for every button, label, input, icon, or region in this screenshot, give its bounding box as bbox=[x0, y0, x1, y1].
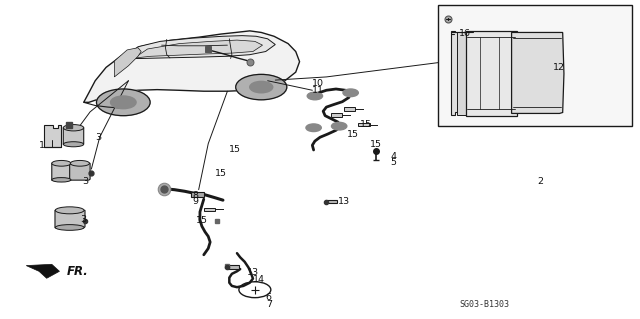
Text: 15: 15 bbox=[370, 140, 382, 149]
Text: 15: 15 bbox=[229, 145, 241, 154]
Bar bbox=[358, 123, 370, 126]
Text: 9: 9 bbox=[192, 197, 198, 206]
Text: 12: 12 bbox=[553, 63, 565, 72]
Circle shape bbox=[307, 92, 323, 100]
Text: 10: 10 bbox=[312, 79, 324, 88]
Ellipse shape bbox=[55, 207, 84, 214]
Polygon shape bbox=[466, 31, 516, 116]
Text: 2: 2 bbox=[537, 177, 543, 186]
Polygon shape bbox=[84, 31, 300, 102]
Bar bbox=[227, 265, 239, 269]
Text: 15: 15 bbox=[360, 120, 372, 129]
Text: 11: 11 bbox=[312, 86, 324, 95]
Polygon shape bbox=[63, 128, 84, 144]
Bar bbox=[344, 107, 355, 111]
Circle shape bbox=[343, 89, 358, 97]
Text: 13: 13 bbox=[338, 197, 350, 206]
Polygon shape bbox=[134, 40, 262, 58]
Text: 13: 13 bbox=[246, 268, 259, 277]
Text: 16: 16 bbox=[460, 29, 471, 38]
Text: 3: 3 bbox=[83, 177, 88, 186]
Bar bbox=[204, 208, 215, 211]
Text: 5: 5 bbox=[390, 158, 396, 167]
Circle shape bbox=[250, 81, 273, 93]
Polygon shape bbox=[115, 48, 141, 77]
Text: FR.: FR. bbox=[67, 265, 89, 278]
Text: 7: 7 bbox=[266, 300, 272, 308]
Ellipse shape bbox=[63, 124, 84, 131]
Text: 15: 15 bbox=[347, 130, 359, 138]
Polygon shape bbox=[125, 36, 275, 58]
Polygon shape bbox=[511, 33, 564, 114]
Ellipse shape bbox=[70, 160, 90, 166]
Text: 6: 6 bbox=[266, 293, 272, 302]
Polygon shape bbox=[458, 33, 473, 115]
Ellipse shape bbox=[63, 142, 84, 147]
Ellipse shape bbox=[52, 178, 71, 182]
Text: 4: 4 bbox=[390, 152, 396, 161]
Text: 3: 3 bbox=[95, 133, 101, 142]
Polygon shape bbox=[70, 163, 90, 180]
Polygon shape bbox=[44, 124, 61, 147]
Bar bbox=[438, 5, 632, 126]
Text: 1: 1 bbox=[39, 141, 45, 150]
Polygon shape bbox=[191, 192, 204, 197]
Ellipse shape bbox=[55, 225, 84, 230]
Ellipse shape bbox=[52, 160, 71, 166]
Text: 14: 14 bbox=[253, 275, 265, 284]
Polygon shape bbox=[451, 31, 463, 115]
Text: 15: 15 bbox=[214, 169, 227, 178]
Circle shape bbox=[111, 96, 136, 109]
Text: 8: 8 bbox=[192, 190, 198, 200]
Text: 3: 3 bbox=[81, 215, 86, 224]
Bar bbox=[331, 113, 342, 117]
Polygon shape bbox=[26, 264, 60, 278]
Text: SG03-B1303: SG03-B1303 bbox=[460, 300, 510, 309]
Circle shape bbox=[306, 124, 321, 131]
Bar bbox=[326, 200, 337, 203]
Polygon shape bbox=[55, 210, 85, 228]
Circle shape bbox=[332, 122, 347, 130]
Circle shape bbox=[97, 89, 150, 116]
Text: 15: 15 bbox=[195, 216, 207, 225]
Polygon shape bbox=[52, 163, 71, 180]
Circle shape bbox=[236, 74, 287, 100]
